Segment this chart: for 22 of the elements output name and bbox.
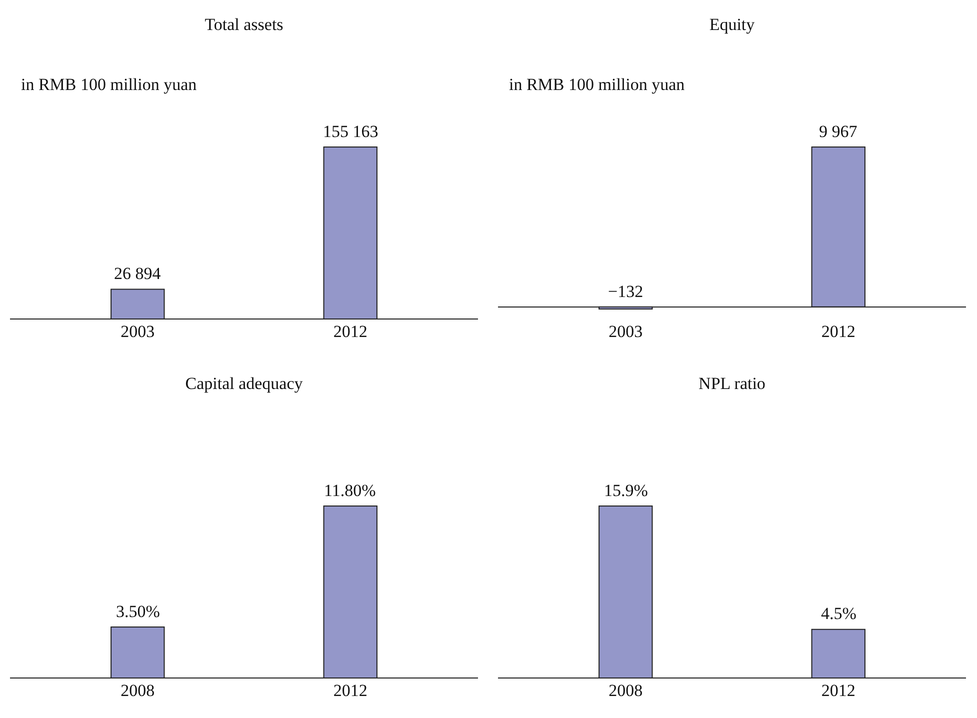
x-tick-label: 2003 xyxy=(120,322,155,341)
chart-title: Equity xyxy=(709,14,756,34)
data-label: 3.50% xyxy=(116,602,160,621)
x-tick-label: 2012 xyxy=(821,681,856,700)
data-label: 155 163 xyxy=(323,122,378,141)
x-tick-label: 2008 xyxy=(608,681,643,700)
x-tick-label: 2012 xyxy=(333,322,368,341)
data-label: 4.5% xyxy=(821,604,856,623)
chart-title: Capital adequacy xyxy=(185,374,304,393)
x-tick-label: 2012 xyxy=(821,322,856,341)
chart-subtitle: in RMB 100 million yuan xyxy=(21,75,198,94)
chart-title: Total assets xyxy=(204,14,284,34)
x-tick-label: 2003 xyxy=(608,322,643,341)
chart-title: NPL ratio xyxy=(698,374,766,393)
x-tick-label: 2008 xyxy=(120,681,155,700)
data-label: 11.80% xyxy=(324,481,376,500)
x-tick-label: 2012 xyxy=(333,681,368,700)
data-label: 9 967 xyxy=(819,122,858,141)
data-label: −132 xyxy=(608,282,644,301)
data-label: 15.9% xyxy=(604,481,648,500)
chart-subtitle: in RMB 100 million yuan xyxy=(509,75,686,94)
data-label: 26 894 xyxy=(114,264,162,283)
